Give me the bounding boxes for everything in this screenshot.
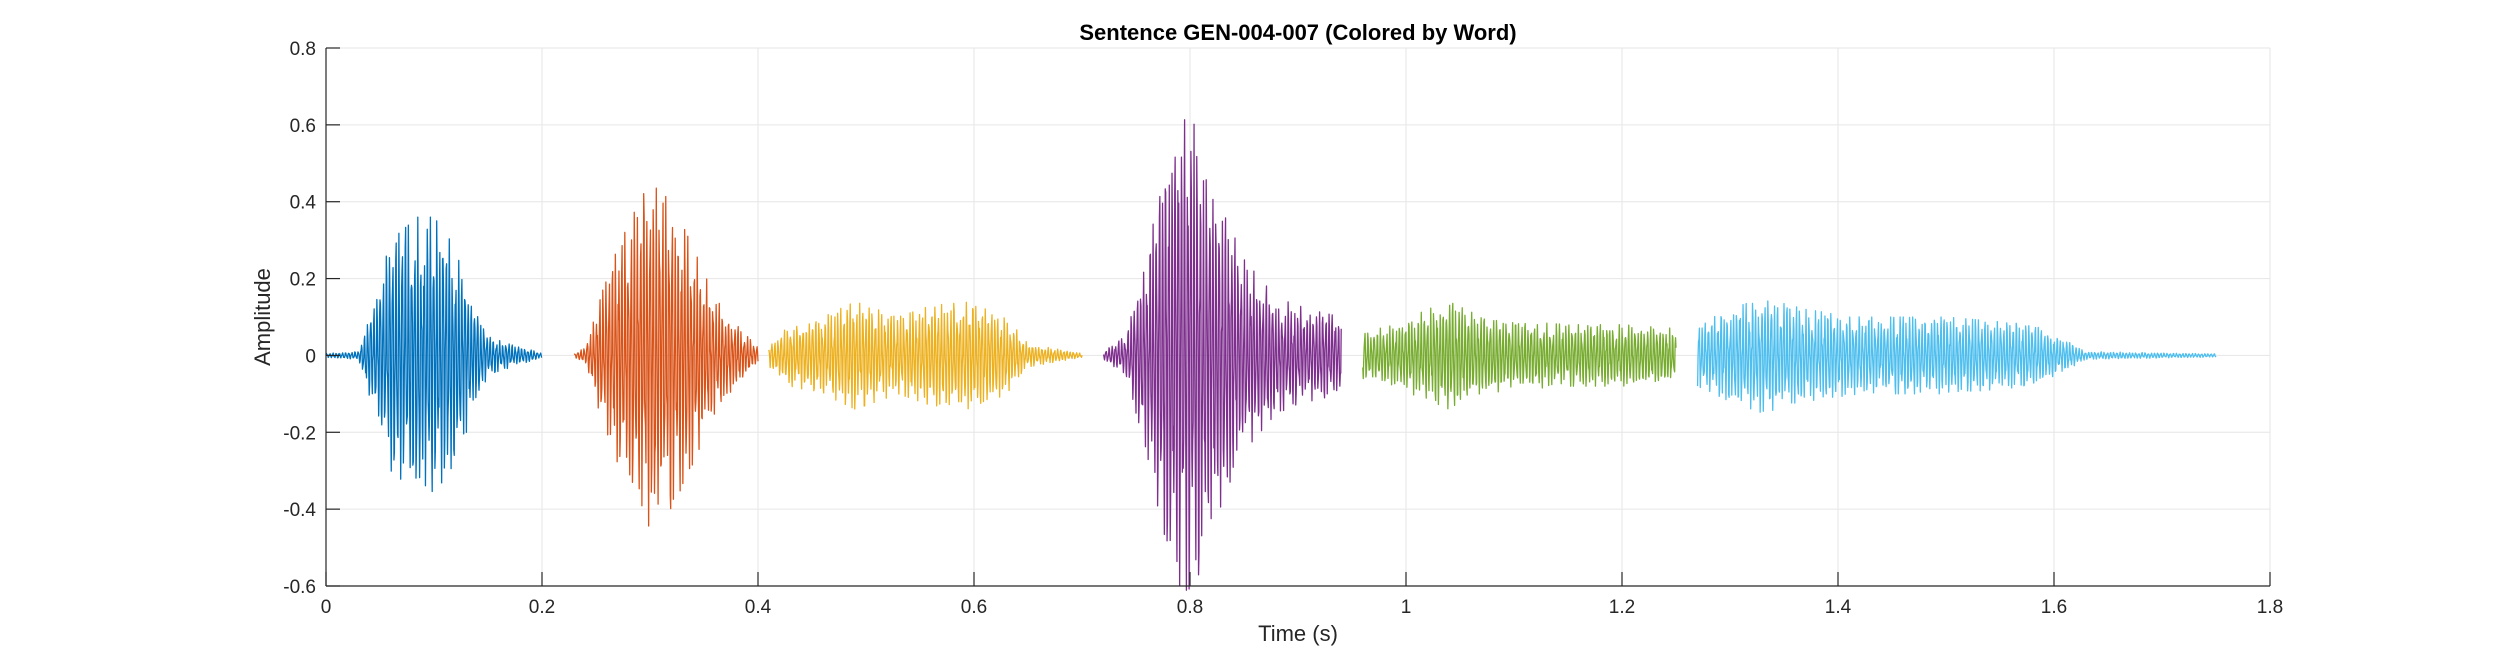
y-tick-label: -0.4	[283, 500, 316, 521]
x-tick-label: 1.6	[2041, 597, 2067, 618]
series-line-word-6	[1696, 300, 2217, 413]
y-tick-label: 0.6	[290, 116, 316, 137]
y-tick-label: 0.4	[290, 193, 317, 214]
y-tick-label: -0.2	[283, 423, 316, 444]
axes	[325, 47, 2271, 587]
x-tick-label: 1.8	[2257, 597, 2283, 618]
series-line-word-4	[1102, 119, 1342, 591]
series-line-word-2	[573, 187, 759, 527]
x-tick-label: 0.4	[745, 597, 772, 618]
x-tick-label: 1.4	[1825, 597, 1852, 618]
x-tick-label: 0.6	[961, 597, 987, 618]
x-tick-label: 1.2	[1609, 597, 1635, 618]
y-tick-label: 0.2	[290, 270, 316, 291]
x-tick-label: 0	[321, 597, 332, 618]
y-tick-label: -0.6	[283, 577, 316, 598]
x-axis-label: Time (s)	[1258, 621, 1338, 646]
series-line-word-5	[1362, 302, 1677, 410]
tick-labels: 0 0.2 0.4 0.6 0.8 1 1.2 1.4 1.6 1.8 -0.6 -0.4 -0.2 0 0…	[283, 39, 2283, 618]
chart-title: Sentence GEN-004-007 (Colored by Word)	[1079, 20, 1516, 45]
series-line-word-1	[325, 216, 543, 493]
series-line-word-3	[768, 301, 1083, 410]
y-tick-label: 0	[305, 346, 316, 367]
y-tick-label: 0.8	[290, 39, 316, 60]
series-layer	[325, 119, 2217, 591]
x-tick-label: 0.8	[1177, 597, 1203, 618]
x-tick-label: 0.2	[529, 597, 555, 618]
x-tick-label: 1	[1401, 597, 1412, 618]
y-axis-label: Amplitude	[250, 268, 275, 366]
